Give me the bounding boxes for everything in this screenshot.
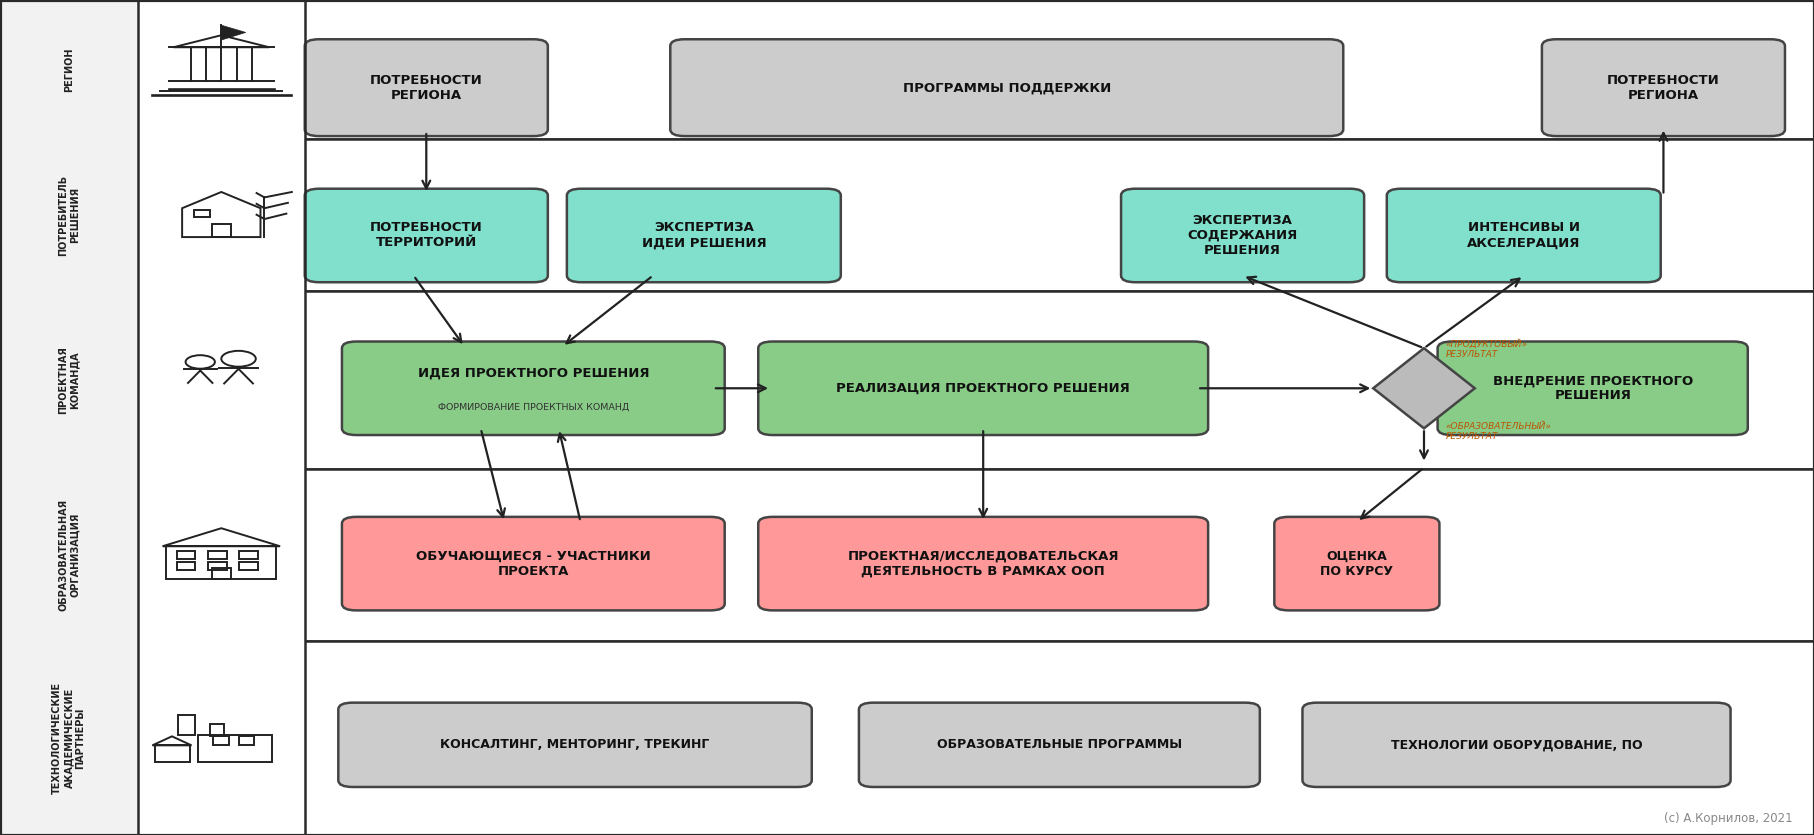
FancyBboxPatch shape (341, 517, 724, 610)
FancyBboxPatch shape (305, 189, 548, 282)
Text: ЭКСПЕРТИЗА
СОДЕРЖАНИЯ
РЕШЕНИЯ: ЭКСПЕРТИЗА СОДЕРЖАНИЯ РЕШЕНИЯ (1188, 214, 1297, 257)
FancyBboxPatch shape (0, 641, 138, 835)
FancyBboxPatch shape (305, 39, 548, 136)
FancyBboxPatch shape (1273, 517, 1440, 610)
FancyBboxPatch shape (0, 469, 138, 641)
FancyBboxPatch shape (0, 641, 1814, 835)
FancyBboxPatch shape (758, 517, 1208, 610)
Text: ОБРАЗОВАТЕЛЬНЫЕ ПРОГРАММЫ: ОБРАЗОВАТЕЛЬНЫЕ ПРОГРАММЫ (936, 738, 1183, 752)
FancyBboxPatch shape (138, 0, 305, 139)
Text: ПОТРЕБНОСТИ
ТЕРРИТОРИЙ: ПОТРЕБНОСТИ ТЕРРИТОРИЙ (370, 221, 483, 250)
FancyBboxPatch shape (1542, 39, 1785, 136)
FancyBboxPatch shape (0, 291, 138, 469)
Text: КОНСАЛТИНГ, МЕНТОРИНГ, ТРЕКИНГ: КОНСАЛТИНГ, МЕНТОРИНГ, ТРЕКИНГ (441, 738, 709, 752)
Text: ОЦЕНКА
ПО КУРСУ: ОЦЕНКА ПО КУРСУ (1321, 549, 1393, 578)
Polygon shape (221, 25, 245, 40)
Text: ТЕХНОЛОГИИ ОБОРУДОВАНИЕ, ПО: ТЕХНОЛОГИИ ОБОРУДОВАНИЕ, ПО (1391, 738, 1642, 752)
FancyBboxPatch shape (1386, 189, 1660, 282)
FancyBboxPatch shape (0, 139, 138, 291)
Text: ПОТРЕБНОСТИ
РЕГИОНА: ПОТРЕБНОСТИ РЕГИОНА (370, 73, 483, 102)
Text: РЕАЛИЗАЦИЯ ПРОЕКТНОГО РЕШЕНИЯ: РЕАЛИЗАЦИЯ ПРОЕКТНОГО РЕШЕНИЯ (836, 382, 1130, 395)
FancyBboxPatch shape (138, 291, 305, 469)
FancyBboxPatch shape (0, 139, 1814, 291)
Text: ОБУЧАЮЩИЕСЯ - УЧАСТНИКИ
ПРОЕКТА: ОБУЧАЮЩИЕСЯ - УЧАСТНИКИ ПРОЕКТА (415, 549, 651, 578)
FancyBboxPatch shape (138, 139, 305, 291)
FancyBboxPatch shape (0, 0, 1814, 139)
FancyBboxPatch shape (671, 39, 1342, 136)
Text: ПРОЕКТНАЯ
КОМАНДА: ПРОЕКТНАЯ КОМАНДА (58, 346, 80, 414)
Text: (c) А.Корнилов, 2021: (c) А.Корнилов, 2021 (1663, 812, 1792, 825)
FancyBboxPatch shape (337, 703, 811, 787)
Text: РЕГИОН: РЕГИОН (63, 47, 74, 92)
FancyBboxPatch shape (0, 469, 1814, 641)
FancyBboxPatch shape (138, 641, 305, 835)
FancyBboxPatch shape (1121, 189, 1364, 282)
Text: ВНЕДРЕНИЕ ПРОЕКТНОГО
РЕШЕНИЯ: ВНЕДРЕНИЕ ПРОЕКТНОГО РЕШЕНИЯ (1493, 374, 1692, 402)
Text: ТЕХНОЛОГИЧЕСКИЕ
АКАДЕМИЧЕСКИЕ
ПАРТНЕРЫ: ТЕХНОЛОГИЧЕСКИЕ АКАДЕМИЧЕСКИЕ ПАРТНЕРЫ (53, 682, 85, 794)
FancyBboxPatch shape (0, 0, 138, 139)
Text: «ПРОДУКТОВЫЙ»
РЕЗУЛЬТАТ: «ПРОДУКТОВЫЙ» РЕЗУЛЬТАТ (1446, 339, 1527, 359)
FancyBboxPatch shape (758, 342, 1208, 435)
Text: ИНТЕНСИВЫ И
АКСЕЛЕРАЦИЯ: ИНТЕНСИВЫ И АКСЕЛЕРАЦИЯ (1468, 221, 1580, 250)
FancyBboxPatch shape (1302, 703, 1731, 787)
Text: ПРОГРАММЫ ПОДДЕРЖКИ: ПРОГРАММЫ ПОДДЕРЖКИ (903, 81, 1110, 94)
Text: «ОБРАЗОВАТЕЛЬНЫЙ»
РЕЗУЛЬТАТ: «ОБРАЗОВАТЕЛЬНЫЙ» РЕЗУЛЬТАТ (1446, 422, 1551, 441)
FancyBboxPatch shape (566, 189, 842, 282)
FancyBboxPatch shape (0, 291, 1814, 469)
Polygon shape (1373, 348, 1475, 428)
Text: ОБРАЗОВАТЕЛЬНАЯ
ОРГАНИЗАЦИЯ: ОБРАЗОВАТЕЛЬНАЯ ОРГАНИЗАЦИЯ (58, 499, 80, 611)
Text: ПРОЕКТНАЯ/ИССЛЕДОВАТЕЛЬСКАЯ
ДЕЯТЕЛЬНОСТЬ В РАМКАХ ООП: ПРОЕКТНАЯ/ИССЛЕДОВАТЕЛЬСКАЯ ДЕЯТЕЛЬНОСТЬ… (847, 549, 1119, 578)
Text: ИДЕЯ ПРОЕКТНОГО РЕШЕНИЯ: ИДЕЯ ПРОЕКТНОГО РЕШЕНИЯ (417, 367, 649, 380)
FancyBboxPatch shape (1437, 342, 1747, 435)
FancyBboxPatch shape (341, 342, 724, 435)
Text: ФОРМИРОВАНИЕ ПРОЕКТНЫХ КОМАНД: ФОРМИРОВАНИЕ ПРОЕКТНЫХ КОМАНД (437, 402, 629, 411)
Text: ЭКСПЕРТИЗА
ИДЕИ РЕШЕНИЯ: ЭКСПЕРТИЗА ИДЕИ РЕШЕНИЯ (642, 221, 766, 250)
Text: ПОТРЕБНОСТИ
РЕГИОНА: ПОТРЕБНОСТИ РЕГИОНА (1607, 73, 1720, 102)
Text: ПОТРЕБИТЕЛЬ
РЕШЕНИЯ: ПОТРЕБИТЕЛЬ РЕШЕНИЯ (58, 175, 80, 256)
FancyBboxPatch shape (858, 703, 1259, 787)
FancyBboxPatch shape (138, 469, 305, 641)
